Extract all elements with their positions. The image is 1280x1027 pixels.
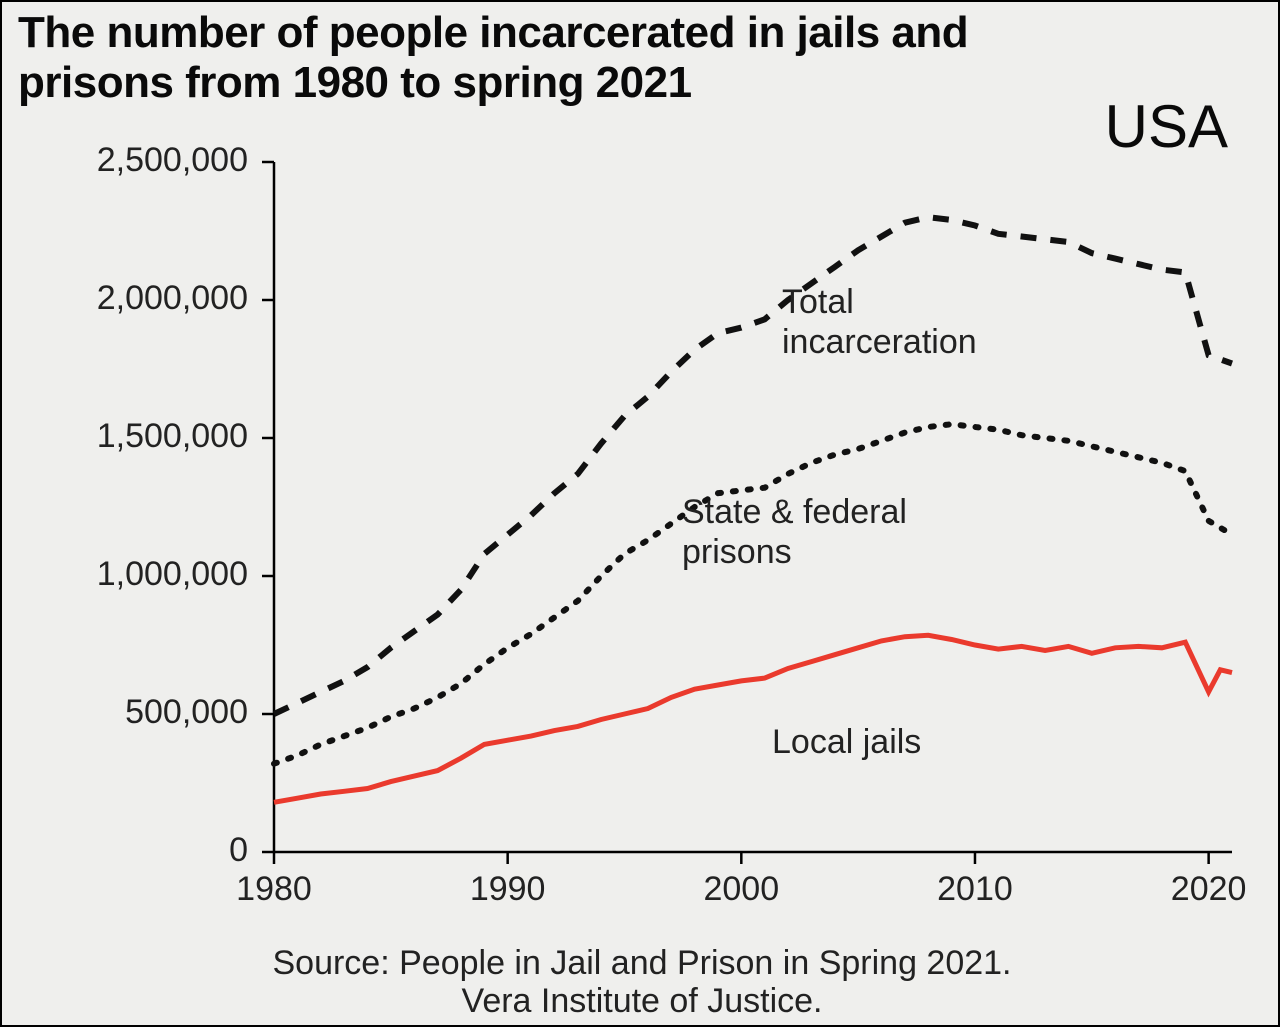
x-tick-label: 2020	[1149, 870, 1269, 909]
x-tick-label: 2010	[915, 870, 1035, 909]
source-line-2: Vera Institute of Justice.	[2, 982, 1280, 1021]
series-label-prisons: State & federal prisons	[682, 492, 907, 572]
y-tick-label: 500,000	[2, 693, 248, 732]
x-tick-label: 1980	[214, 870, 334, 909]
chart-frame: { "title": "The number of people incarce…	[0, 0, 1280, 1027]
series-label-jails: Local jails	[772, 722, 921, 762]
y-tick-label: 2,500,000	[2, 141, 248, 180]
x-tick-label: 2000	[681, 870, 801, 909]
y-tick-label: 1,500,000	[2, 417, 248, 456]
y-tick-label: 0	[2, 831, 248, 870]
y-tick-label: 2,000,000	[2, 279, 248, 318]
y-tick-label: 1,000,000	[2, 555, 248, 594]
series-label-total: Total incarceration	[782, 282, 977, 362]
x-tick-label: 1990	[448, 870, 568, 909]
source-line-1: Source: People in Jail and Prison in Spr…	[2, 944, 1280, 983]
